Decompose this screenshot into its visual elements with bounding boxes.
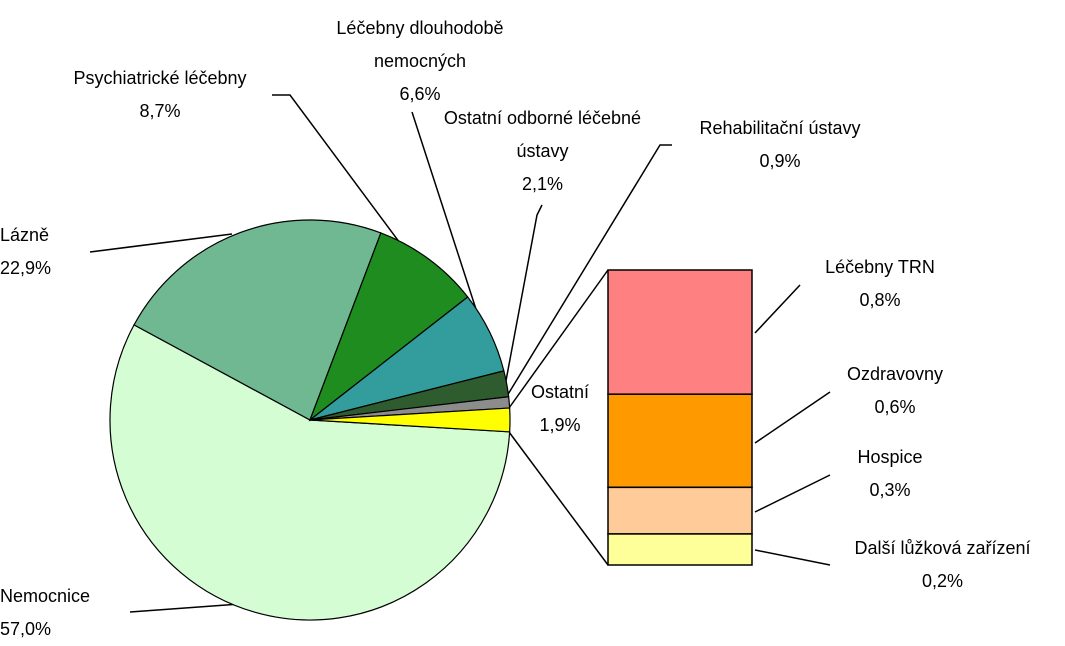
data-label: Ostatní 1,9% (520, 376, 600, 442)
leader (89, 233, 233, 253)
leader (411, 111, 487, 341)
bar-segment (607, 269, 753, 395)
pie-slice (133, 219, 382, 421)
data-label: Psychiatrické léčebny 8,7% (40, 62, 280, 128)
bar-segment (607, 486, 753, 535)
pie-slice (308, 232, 469, 422)
category-label: Další lůžková zařízení (854, 538, 1031, 558)
data-label: Hospice 0,3% (790, 441, 990, 507)
data-label: Rehabilitační ústavy 0,9% (660, 112, 900, 178)
leader (754, 549, 831, 566)
data-label: Nemocnice 57,0% (0, 580, 140, 646)
category-label: Psychiatrické léčebny (73, 68, 247, 88)
pie-slice (309, 407, 511, 433)
value-label: 0,2% (921, 571, 964, 591)
category-label: Ozdravovny (846, 364, 944, 384)
category-label: Ostatní odborné léčebné ústavy (443, 108, 642, 161)
category-label: Hospice (857, 447, 923, 467)
value-label: 0,6% (874, 397, 916, 417)
value-label: 22,9% (0, 258, 52, 278)
data-label: Ozdravovny 0,6% (800, 358, 990, 424)
category-label: Ostatní (530, 382, 590, 402)
value-label: 1,9% (539, 415, 581, 435)
leader (272, 94, 421, 271)
category-label: Léčebny dlouhodobě nemocných (336, 18, 504, 71)
pie-slice (109, 324, 511, 621)
leader (504, 204, 543, 387)
bar-segment (607, 533, 753, 566)
data-label: Lázně 22,9% (0, 219, 110, 285)
value-label: 2,1% (521, 174, 564, 194)
value-label: 0,3% (869, 480, 911, 500)
bar-segment (607, 393, 753, 489)
value-label: 0,9% (759, 151, 801, 171)
leader (754, 284, 801, 334)
category-label: Léčebny TRN (825, 257, 935, 277)
value-label: 0,8% (859, 290, 901, 310)
category-label: Nemocnice (0, 586, 91, 606)
leader (506, 144, 672, 397)
leader (129, 603, 241, 613)
data-label: Léčebny dlouhodobě nemocných 6,6% (290, 12, 550, 111)
data-label: Ostatní odborné léčebné ústavy 2,1% (440, 102, 645, 201)
category-label: Rehabilitační ústavy (699, 118, 861, 138)
data-label: Další lůžková zařízení 0,2% (820, 532, 1065, 598)
value-label: 57,0% (0, 619, 52, 639)
data-label: Léčebny TRN 0,8% (790, 251, 970, 317)
leader (754, 474, 831, 513)
value-label: 8,7% (139, 101, 181, 121)
value-label: 6,6% (399, 84, 441, 104)
connector (508, 431, 609, 566)
leader (754, 391, 831, 444)
connector (508, 269, 609, 409)
category-label: Lázně (0, 225, 50, 245)
